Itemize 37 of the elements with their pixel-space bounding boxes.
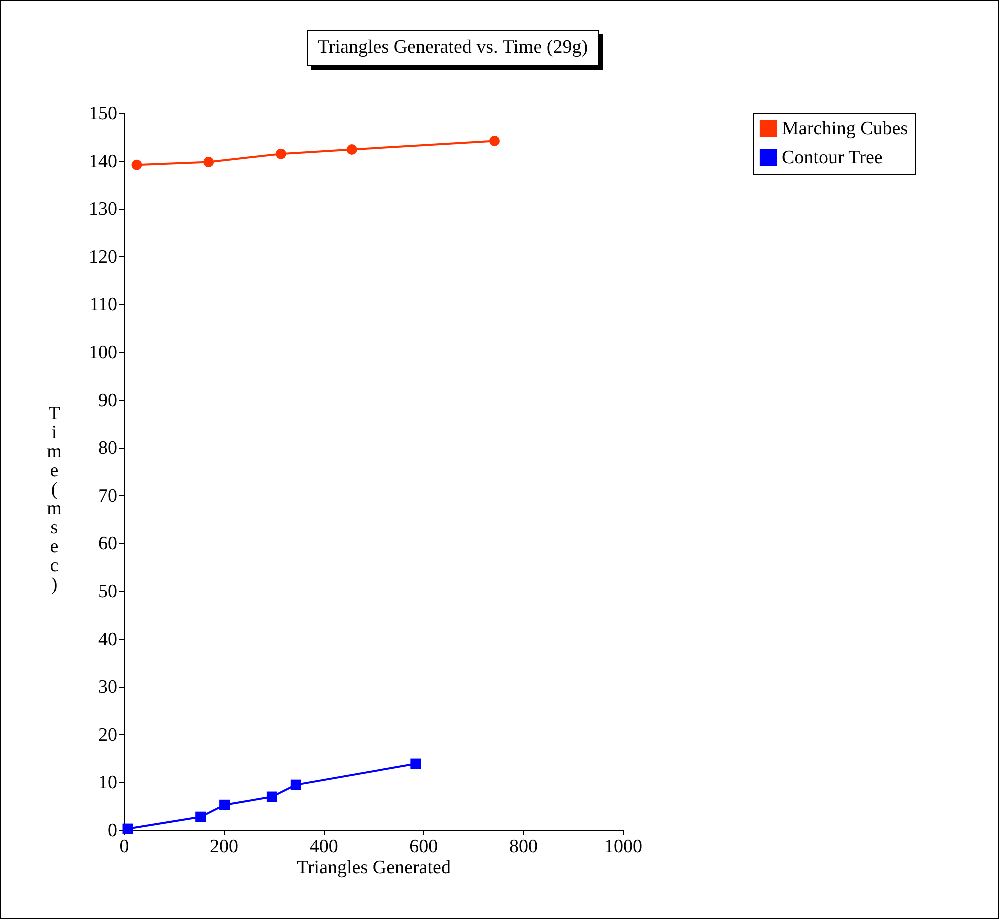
y-tick-label: 70 xyxy=(98,486,118,507)
point xyxy=(220,800,230,810)
y-tick-label: 30 xyxy=(98,677,118,698)
x-tick-label: 200 xyxy=(210,836,239,858)
point xyxy=(196,812,206,822)
point xyxy=(290,780,302,790)
point xyxy=(410,758,422,770)
x-tick-label: 400 xyxy=(310,836,338,858)
x-tick-label: 800 xyxy=(509,836,538,858)
point xyxy=(276,148,286,160)
chart-title: Triangles Generated vs. Time (29g) xyxy=(307,30,600,66)
x-tick-label: 600 xyxy=(410,836,438,858)
y-tick-label: 110 xyxy=(90,294,118,316)
y-tick-label: 90 xyxy=(98,390,118,412)
y-tick-label: 50 xyxy=(98,582,118,602)
y-tick-label: 130 xyxy=(89,199,118,220)
point xyxy=(122,824,134,834)
y-tick-label: 120 xyxy=(89,246,118,268)
point xyxy=(490,136,500,146)
y-tick-label: 150 xyxy=(89,104,118,124)
y-tick-label: 140 xyxy=(89,151,118,172)
x-tick-label: 1000 xyxy=(604,836,642,858)
y-tick-label: 20 xyxy=(98,724,118,746)
text: Time (msec) xyxy=(47,404,62,596)
y-tick-label: 40 xyxy=(98,629,118,650)
x-axis-title: Triangles Generated xyxy=(297,858,452,878)
y-tick-label: 80 xyxy=(98,438,118,460)
y-tick-label: 60 xyxy=(98,534,118,555)
point xyxy=(204,157,214,168)
legend-label: Contour Tree xyxy=(782,148,883,168)
y-tick-label: 10 xyxy=(98,772,118,794)
y-tick-label: 0 xyxy=(108,820,118,842)
legend-label: Marching Cubes xyxy=(782,118,908,140)
point xyxy=(132,160,142,170)
y-tick-label: 100 xyxy=(89,342,118,364)
point xyxy=(266,792,278,802)
point xyxy=(346,144,358,156)
